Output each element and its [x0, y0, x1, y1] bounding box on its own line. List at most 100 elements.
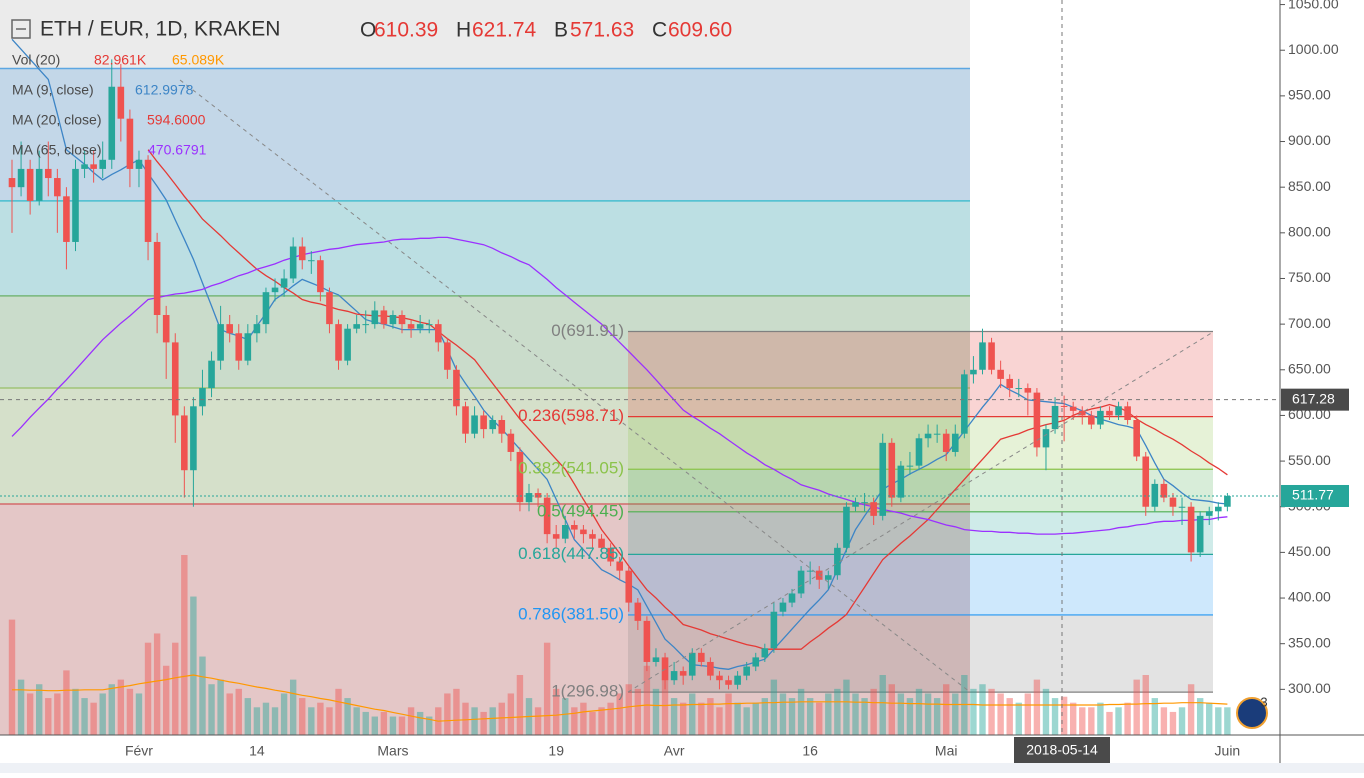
volume-bar [326, 707, 333, 735]
candle-body [35, 168, 43, 201]
volume-bar [271, 707, 279, 735]
x-tick-label: Févr [125, 743, 153, 759]
candle-body [262, 292, 270, 325]
symbol-title: ETH / EUR, 1D, KRAKEN [40, 18, 280, 41]
candle-body [825, 575, 832, 580]
volume-bar [770, 679, 778, 735]
y-tick-label: 800.00 [1288, 224, 1331, 240]
candle-body [507, 433, 515, 452]
volume-bar [1006, 698, 1013, 735]
candle-body [607, 547, 614, 562]
volume-bar [689, 693, 696, 735]
candle-body [434, 324, 442, 343]
volume-bar [244, 698, 252, 735]
ma-line [11, 38, 1228, 670]
candle-body [353, 324, 360, 329]
candle-body [516, 451, 524, 503]
volume-bar [825, 693, 832, 735]
volume-bar [1069, 702, 1077, 735]
candle-body [1142, 456, 1150, 507]
candle-body [280, 278, 288, 288]
volume-bar [634, 688, 642, 735]
volume-bar [8, 619, 16, 735]
volume-bar [734, 702, 741, 735]
candle-body [398, 315, 406, 325]
volume-bar [806, 698, 814, 735]
volume-bar [988, 688, 995, 735]
candle-body [870, 502, 877, 516]
volume-bar [933, 698, 941, 735]
crosshair-date-badge [1014, 737, 1110, 763]
volume-bar [135, 693, 143, 735]
ohlc-value: 571.63 [570, 19, 634, 42]
candle-body [770, 611, 778, 649]
candle-body [453, 369, 460, 407]
candle-body [498, 420, 506, 434]
alerts-count[interactable]: 3 [1260, 694, 1267, 709]
candle-body [54, 178, 61, 197]
candle-body [1033, 392, 1041, 448]
candle-body [389, 315, 397, 325]
candle-body [289, 246, 297, 279]
ohlc-key: B [554, 19, 568, 42]
volume-bar [915, 688, 923, 735]
last-price-label: 511.77 [1292, 487, 1334, 503]
candle-body [171, 342, 179, 416]
candle-body [425, 324, 433, 326]
candle-body [589, 534, 596, 539]
y-tick-label: 750.00 [1288, 269, 1331, 285]
volume-bar [289, 679, 297, 735]
candle-body [942, 433, 950, 452]
candle-body [580, 529, 587, 535]
alerts-icon[interactable] [1236, 697, 1268, 729]
candle-body [126, 118, 134, 169]
volume-bar [888, 684, 895, 735]
fib-label: 0.618(447.85) [518, 544, 624, 563]
ohlc-value: 621.74 [472, 19, 537, 42]
candle-body [670, 671, 678, 681]
legend-value: 612.9978 [135, 82, 194, 98]
x-tick-label: 14 [249, 743, 265, 759]
fib-left-zone [0, 504, 970, 735]
volume-bar [543, 642, 551, 735]
candle-body [226, 324, 233, 334]
candle-body [861, 502, 868, 504]
candle-body [208, 360, 215, 389]
candle-body [1042, 429, 1050, 448]
volume-bar [426, 716, 433, 735]
candle-body [181, 415, 188, 471]
fib-left-zone [0, 68, 970, 201]
y-tick-label: 650.00 [1288, 360, 1331, 376]
candle-body [108, 86, 116, 160]
candle-body [1133, 420, 1140, 457]
volume-bar [1124, 702, 1131, 735]
collapse-icon[interactable] [11, 19, 31, 39]
volume-bar [362, 711, 369, 735]
volume-bar [462, 702, 469, 735]
candle-body [734, 675, 741, 685]
volume-bar [625, 684, 632, 735]
legend-value: 470.6791 [148, 142, 207, 158]
candle-body [761, 648, 769, 658]
candle-body [598, 538, 605, 548]
header: ETH / EUR, 1D, KRAKEN O 610.39 H 621.74 … [11, 18, 732, 158]
y-tick-label: 350.00 [1288, 634, 1331, 650]
volume-bar [707, 698, 714, 735]
candle-body [1115, 406, 1122, 416]
candle-body [63, 196, 70, 242]
candle-body [407, 324, 415, 329]
volume-bar [852, 693, 859, 735]
volume-bar [299, 698, 306, 735]
volume-bar [344, 698, 351, 735]
volume-bar [199, 656, 206, 735]
candle-body [779, 602, 787, 612]
candle-body [698, 652, 705, 662]
volume-bar [607, 702, 614, 735]
legend-value: 594.6000 [147, 112, 206, 128]
candle-body [335, 324, 342, 361]
volume-bar [816, 702, 823, 735]
candle-body [616, 561, 623, 571]
volume-bar [1060, 696, 1068, 735]
volume-ma-line [12, 674, 1228, 722]
